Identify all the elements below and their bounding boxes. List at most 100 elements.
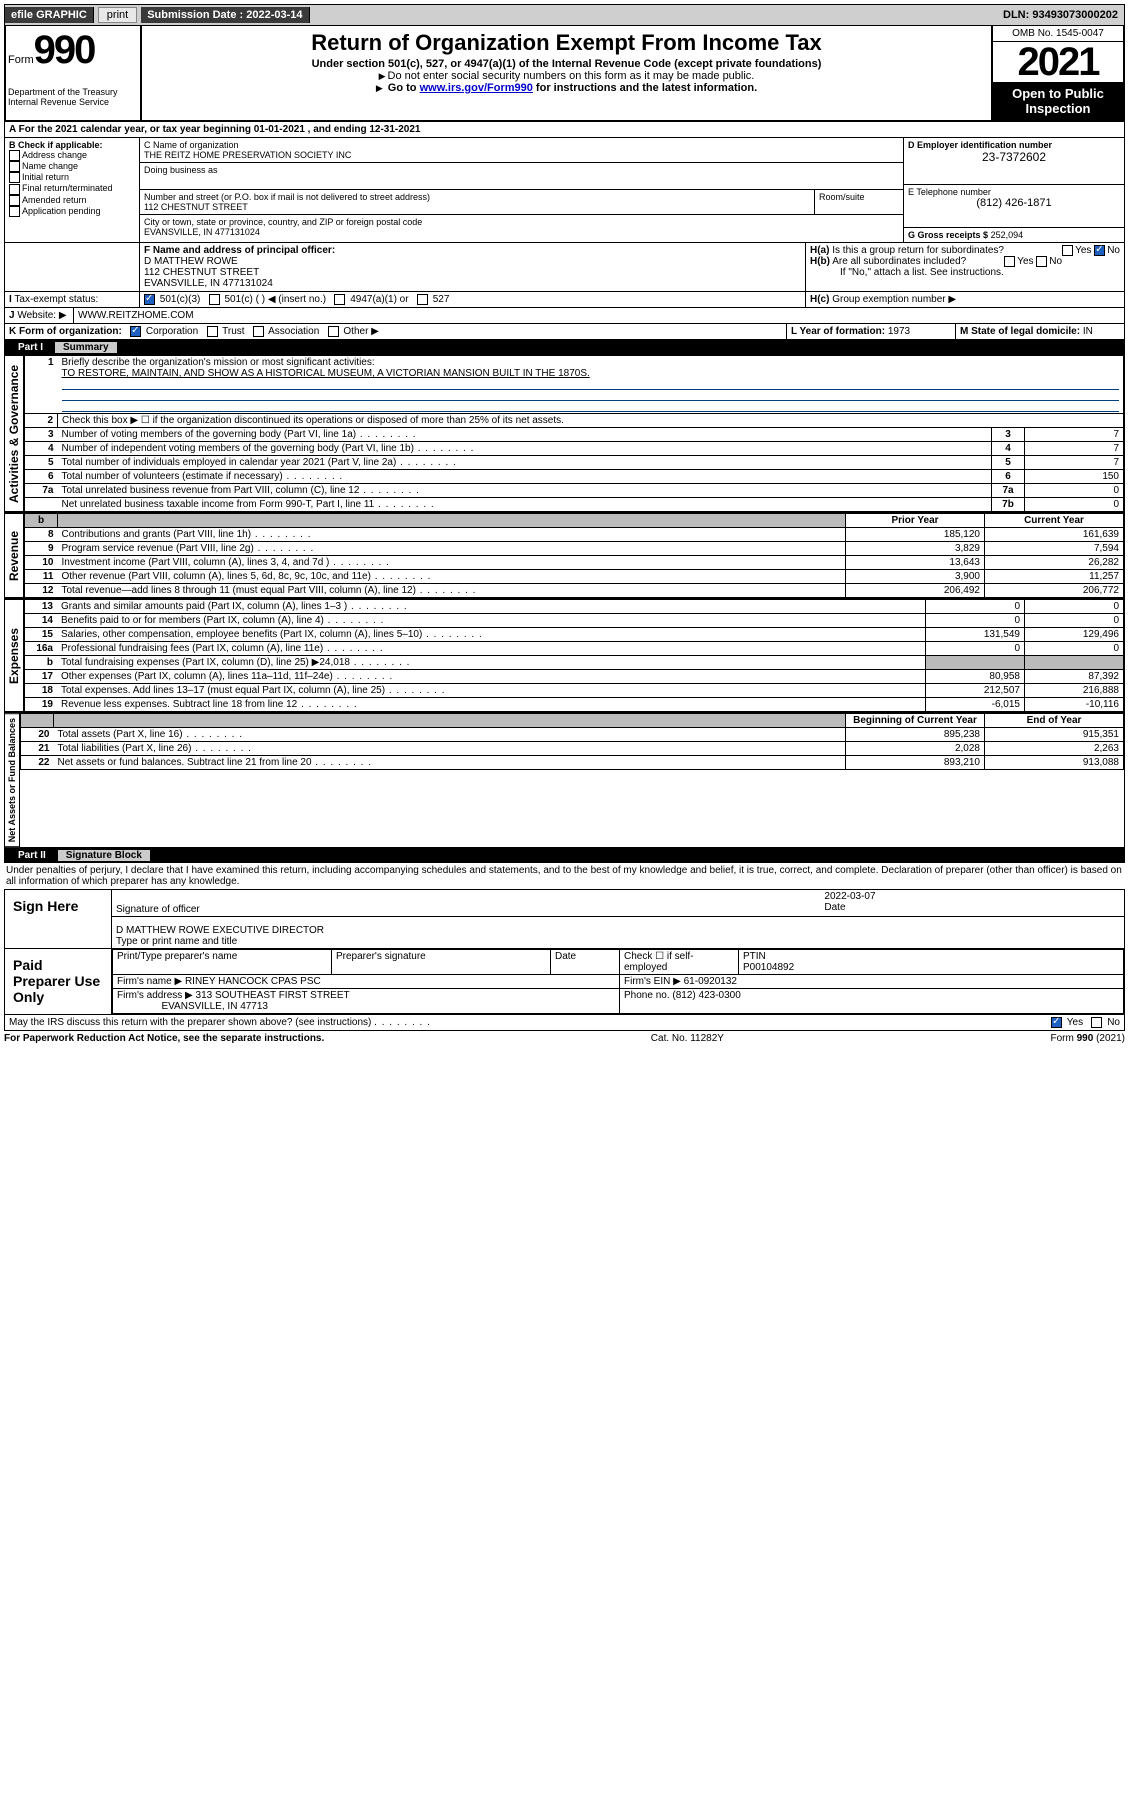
chk-501c3[interactable]: [144, 294, 155, 305]
submission-date-cell: Submission Date : 2022-03-14: [141, 7, 309, 23]
chk-initial[interactable]: [9, 172, 20, 183]
paid-preparer: Paid Preparer Use Only: [5, 949, 112, 1014]
opt-amended: Amended return: [22, 195, 87, 205]
org-city: EVANSVILLE, IN 477131024: [144, 227, 260, 237]
side-gov: Activities & Governance: [5, 355, 24, 512]
officer-row: F Name and address of principal officer:…: [4, 243, 1125, 292]
sig-officer-label: Signature of officer: [112, 890, 820, 917]
org-street: 112 CHESTNUT STREET: [144, 202, 248, 212]
chk-4947[interactable]: [334, 294, 345, 305]
perjury-declaration: Under penalties of perjury, I declare th…: [4, 863, 1125, 889]
side-rev: Revenue: [5, 513, 24, 598]
discuss-yes[interactable]: [1051, 1017, 1062, 1028]
officer-printed-name: D MATTHEW ROWE EXECUTIVE DIRECTOR: [116, 925, 324, 936]
open-to-public: Open to Public Inspection: [993, 82, 1123, 120]
ha-no[interactable]: [1094, 245, 1105, 256]
k-assoc: Association: [268, 326, 319, 337]
dept-treasury: Department of the Treasury: [8, 87, 138, 97]
chk-amended[interactable]: [9, 195, 20, 206]
part1-bar: Part I Summary: [4, 340, 1125, 355]
footer-left: For Paperwork Reduction Act Notice, see …: [4, 1033, 324, 1044]
discuss-row: May the IRS discuss this return with the…: [4, 1015, 1125, 1031]
chk-address[interactable]: [9, 150, 20, 161]
chk-corp[interactable]: [130, 326, 141, 337]
print-button[interactable]: print: [98, 7, 137, 23]
chk-501c[interactable]: [209, 294, 220, 305]
hc-note: If "No," attach a list. See instructions…: [840, 267, 1004, 278]
ein-label: D Employer identification number: [908, 140, 1052, 150]
discuss-label: May the IRS discuss this return with the…: [9, 1017, 371, 1028]
footer-mid: Cat. No. 11282Y: [651, 1033, 724, 1044]
prep-sig-label: Preparer's signature: [332, 950, 551, 975]
a-label: A For the 2021 calendar year, or tax yea…: [9, 124, 254, 135]
gross-amount: 252,094: [991, 230, 1024, 240]
firm-ein: 61-0920132: [684, 976, 737, 987]
org-name: THE REITZ HOME PRESERVATION SOCIETY INC: [144, 150, 351, 160]
ein-value: 23-7372602: [908, 150, 1120, 164]
col-prior: Prior Year: [846, 514, 985, 528]
col-curr: Current Year: [985, 514, 1124, 528]
mission-text: TO RESTORE, MAINTAIN, AND SHOW AS A HIST…: [62, 368, 590, 379]
firm-phone: (812) 423-0300: [672, 990, 740, 1001]
hb-no[interactable]: [1036, 256, 1047, 267]
q2-text: Check this box ▶ ☐ if the organization d…: [58, 414, 1124, 428]
dln: DLN: 93493073000202: [997, 7, 1124, 23]
gov-section: Activities & Governance 1 Briefly descri…: [4, 355, 1125, 513]
chk-trust[interactable]: [207, 326, 218, 337]
city-label: City or town, state or province, country…: [144, 217, 422, 227]
527: 527: [433, 294, 450, 305]
chk-name[interactable]: [9, 161, 20, 172]
footer: For Paperwork Reduction Act Notice, see …: [4, 1031, 1125, 1046]
room-suite: Room/suite: [814, 190, 903, 214]
ha-label: Is this a group return for subordinates?: [832, 245, 1004, 256]
opt-final: Final return/terminated: [22, 183, 113, 193]
topbar: efile GRAPHIC print Submission Date : 20…: [4, 4, 1125, 26]
footer-right: Form 990 (2021): [1051, 1033, 1125, 1044]
goto-a: Go to: [388, 82, 420, 94]
goto-b: for instructions and the latest informat…: [533, 82, 757, 94]
a-end: 12-31-2021: [369, 124, 420, 135]
firm-ein-label: Firm's EIN ▶: [624, 976, 681, 987]
b-label: B Check if applicable:: [9, 140, 103, 150]
k-other: Other ▶: [343, 326, 378, 337]
hb-yes[interactable]: [1004, 256, 1015, 267]
section-b: B Check if applicable: Address change Na…: [5, 138, 140, 242]
k-trust: Trust: [222, 326, 244, 337]
chk-pending[interactable]: [9, 206, 20, 217]
chk-527[interactable]: [417, 294, 428, 305]
chk-other[interactable]: [328, 326, 339, 337]
501c3: 501(c)(3): [160, 294, 201, 305]
chk-final[interactable]: [9, 184, 20, 195]
tax-year-line: A For the 2021 calendar year, or tax yea…: [4, 122, 1125, 138]
k-label: K Form of organization:: [9, 326, 122, 337]
j-label: Website: ▶: [17, 310, 66, 321]
prep-name-label: Print/Type preparer's name: [113, 950, 332, 975]
4947: 4947(a)(1) or: [350, 294, 408, 305]
org-info-row: B Check if applicable: Address change Na…: [4, 138, 1125, 243]
form-header: Form990 Department of the Treasury Inter…: [4, 26, 1125, 122]
ha-yes[interactable]: [1062, 245, 1073, 256]
phone-value: (812) 426-1871: [908, 197, 1120, 209]
discuss-no[interactable]: [1091, 1017, 1102, 1028]
state-domicile: IN: [1083, 326, 1093, 337]
submission-label: Submission Date :: [147, 9, 243, 21]
sig-date-value: 2022-03-07: [824, 891, 875, 902]
c-name-label: C Name of organization: [144, 140, 239, 150]
hb-label: Are all subordinates included?: [832, 256, 966, 267]
col-eoy: End of Year: [985, 714, 1124, 728]
a-mid: , and ending: [308, 124, 370, 135]
form-number: Form990: [8, 28, 138, 73]
year-formation: 1973: [888, 326, 910, 337]
rev-section: Revenue b Prior Year Current Year 8Contr…: [4, 513, 1125, 599]
submission-date: 2022-03-14: [246, 9, 302, 21]
dln-value: 93493073000202: [1032, 9, 1118, 21]
part2-title: Part II: [10, 850, 54, 861]
opt-address: Address change: [22, 150, 87, 160]
q1-label: Briefly describe the organization's miss…: [62, 357, 375, 368]
firm-addr1: 313 SOUTHEAST FIRST STREET: [196, 990, 350, 1001]
blank-left: [5, 243, 140, 291]
501c: 501(c) ( ) ◀ (insert no.): [224, 294, 326, 305]
chk-assoc[interactable]: [253, 326, 264, 337]
irs-link[interactable]: www.irs.gov/Form990: [420, 82, 533, 94]
signature-block: Sign Here Signature of officer 2022-03-0…: [4, 889, 1125, 1015]
